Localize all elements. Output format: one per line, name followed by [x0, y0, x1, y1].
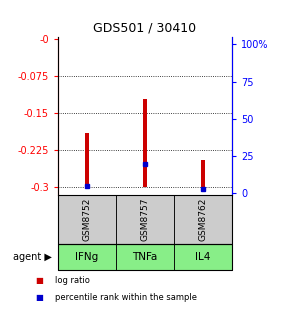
Text: TNFa: TNFa — [132, 252, 158, 262]
Text: ■: ■ — [35, 276, 43, 285]
Bar — [143, 99, 147, 187]
Text: log ratio: log ratio — [55, 276, 90, 285]
Text: GSM8762: GSM8762 — [198, 198, 208, 241]
Bar — [85, 133, 89, 187]
Text: agent ▶: agent ▶ — [13, 252, 52, 262]
Bar — [201, 160, 205, 187]
Text: GSM8752: GSM8752 — [82, 198, 92, 241]
Text: ■: ■ — [35, 293, 43, 302]
Text: IFNg: IFNg — [75, 252, 99, 262]
Text: GDS501 / 30410: GDS501 / 30410 — [93, 22, 197, 35]
Text: IL4: IL4 — [195, 252, 211, 262]
Text: GSM8757: GSM8757 — [140, 198, 150, 241]
Text: percentile rank within the sample: percentile rank within the sample — [55, 293, 197, 302]
